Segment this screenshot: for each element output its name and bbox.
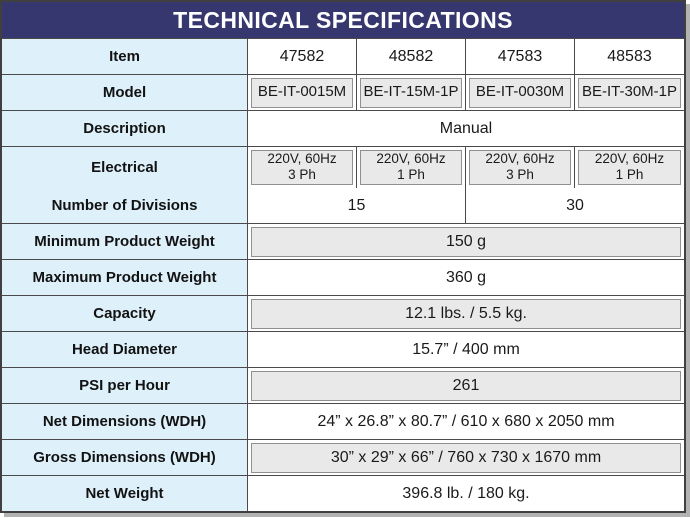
psi-value-cell: 261: [248, 368, 684, 403]
row-label: Model: [2, 75, 248, 110]
item-value-cell: 48582: [357, 39, 466, 74]
gray-value-box: BE-IT-15M-1P: [360, 77, 462, 108]
electrical-value-cell: 220V, 60Hz 3 Ph: [248, 147, 357, 188]
row-electrical: Electrical 220V, 60Hz 3 Ph 220V, 60Hz 1 Ph…: [2, 146, 684, 188]
row-description: Description Manual: [2, 110, 684, 146]
capacity-value-cell: 12.1 lbs. / 5.5 kg.: [248, 296, 684, 331]
item-value-cell: 47583: [466, 39, 575, 74]
gray-value-box: 30” x 29” x 66” / 760 x 730 x 1670 mm: [251, 442, 681, 473]
row-net-weight: Net Weight 396.8 lb. / 180 kg.: [2, 475, 684, 511]
divisions-value-cell: 30: [466, 188, 684, 223]
electrical-value-cell: 220V, 60Hz 1 Ph: [357, 147, 466, 188]
gray-value-box: BE-IT-0030M: [469, 77, 571, 108]
row-label: Electrical: [2, 147, 248, 188]
gross-dimensions-value-cell: 30” x 29” x 66” / 760 x 730 x 1670 mm: [248, 440, 684, 475]
row-model: Model BE-IT-0015M BE-IT-15M-1P BE-IT-003…: [2, 74, 684, 110]
row-maximum-product-weight: Maximum Product Weight 360 g: [2, 259, 684, 295]
gray-value-box: 150 g: [251, 226, 681, 257]
model-value-cell: BE-IT-30M-1P: [575, 75, 684, 110]
electrical-value-cell: 220V, 60Hz 1 Ph: [575, 147, 684, 188]
head-diameter-value-cell: 15.7” / 400 mm: [248, 332, 684, 367]
row-minimum-product-weight: Minimum Product Weight 150 g: [2, 223, 684, 259]
gray-value-box: 220V, 60Hz 1 Ph: [360, 149, 462, 186]
max-weight-value-cell: 360 g: [248, 260, 684, 295]
gray-value-box: 220V, 60Hz 1 Ph: [578, 149, 681, 186]
table-title: TECHNICAL SPECIFICATIONS: [2, 2, 684, 38]
row-label: Gross Dimensions (WDH): [2, 440, 248, 475]
net-dimensions-value-cell: 24” x 26.8” x 80.7” / 610 x 680 x 2050 m…: [248, 404, 684, 439]
row-capacity: Capacity 12.1 lbs. / 5.5 kg.: [2, 295, 684, 331]
item-value-cell: 47582: [248, 39, 357, 74]
row-label: Minimum Product Weight: [2, 224, 248, 259]
item-value-cell: 48583: [575, 39, 684, 74]
model-value-cell: BE-IT-0015M: [248, 75, 357, 110]
row-net-dimensions: Net Dimensions (WDH) 24” x 26.8” x 80.7”…: [2, 403, 684, 439]
gray-value-box: 12.1 lbs. / 5.5 kg.: [251, 298, 681, 329]
description-value-cell: Manual: [248, 111, 684, 146]
model-value-cell: BE-IT-0030M: [466, 75, 575, 110]
model-value-cell: BE-IT-15M-1P: [357, 75, 466, 110]
row-psi-per-hour: PSI per Hour 261: [2, 367, 684, 403]
gray-value-box: BE-IT-30M-1P: [578, 77, 681, 108]
row-label: PSI per Hour: [2, 368, 248, 403]
gray-value-box: BE-IT-0015M: [251, 77, 353, 108]
row-label: Net Dimensions (WDH): [2, 404, 248, 439]
row-label: Head Diameter: [2, 332, 248, 367]
row-label: Item: [2, 39, 248, 74]
row-label: Net Weight: [2, 476, 248, 511]
electrical-value-cell: 220V, 60Hz 3 Ph: [466, 147, 575, 188]
divisions-value-cell: 15: [248, 188, 466, 223]
row-label: Number of Divisions: [2, 188, 248, 223]
row-head-diameter: Head Diameter 15.7” / 400 mm: [2, 331, 684, 367]
row-label: Description: [2, 111, 248, 146]
gray-value-box: 220V, 60Hz 3 Ph: [251, 149, 353, 186]
net-weight-value-cell: 396.8 lb. / 180 kg.: [248, 476, 684, 511]
gray-value-box: 220V, 60Hz 3 Ph: [469, 149, 571, 186]
min-weight-value-cell: 150 g: [248, 224, 684, 259]
row-label: Capacity: [2, 296, 248, 331]
row-item: Item 47582 48582 47583 48583: [2, 38, 684, 74]
row-gross-dimensions: Gross Dimensions (WDH) 30” x 29” x 66” /…: [2, 439, 684, 475]
row-number-of-divisions: Number of Divisions 15 30: [2, 187, 684, 223]
row-label: Maximum Product Weight: [2, 260, 248, 295]
gray-value-box: 261: [251, 370, 681, 401]
